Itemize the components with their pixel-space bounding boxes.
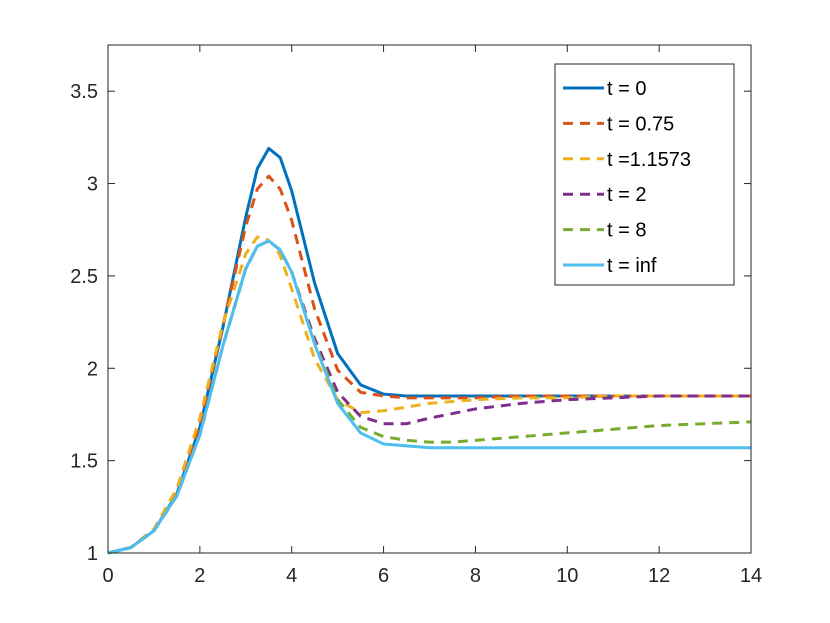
y-tick-label-0: 1 [87, 543, 98, 565]
y-tick-label-1: 1.5 [70, 451, 98, 473]
x-tick-label-5: 10 [556, 565, 578, 587]
series-line-3 [107, 239, 751, 555]
x-tick-label-1: 2 [194, 565, 205, 587]
series-line-5 [107, 239, 751, 555]
legend-label-5: t = inf [607, 255, 657, 277]
legend-box [554, 63, 735, 286]
legend-label-3: t = 2 [607, 184, 646, 206]
legend-label-4: t = 8 [607, 220, 646, 242]
x-tick-label-0: 0 [102, 565, 113, 587]
legend-label-0: t = 0 [607, 78, 646, 100]
x-tick-label-3: 6 [378, 565, 389, 587]
series-line-2 [107, 235, 751, 555]
legend-label-2: t =1.1573 [607, 149, 691, 171]
y-tick-label-4: 3 [87, 174, 98, 196]
legend-items: t = 0 t = 0.75 t =1.1573 t = 2 t = 8 t = inf [563, 78, 691, 277]
y-tick-label-3: 2.5 [70, 266, 98, 288]
x-tick-label-6: 12 [648, 565, 670, 587]
legend-label-1: t = 0.75 [607, 113, 674, 135]
series-layer [107, 146, 752, 555]
series-line-1 [107, 174, 751, 555]
y-tick-label-5: 3.5 [70, 81, 98, 103]
axes-box [107, 44, 752, 554]
y-axis-ticks: 1 1.5 2 2.5 3 3.5 [70, 81, 751, 565]
legend: t = 0 t = 0.75 t =1.1573 t = 2 t = 8 t = inf [554, 63, 735, 286]
x-tick-label-2: 4 [286, 565, 297, 587]
x-axis-ticks: 0 2 4 6 8 10 12 14 [102, 45, 762, 587]
x-tick-label-7: 14 [740, 565, 762, 587]
y-tick-label-2: 2 [87, 358, 98, 380]
x-tick-label-4: 8 [470, 565, 481, 587]
